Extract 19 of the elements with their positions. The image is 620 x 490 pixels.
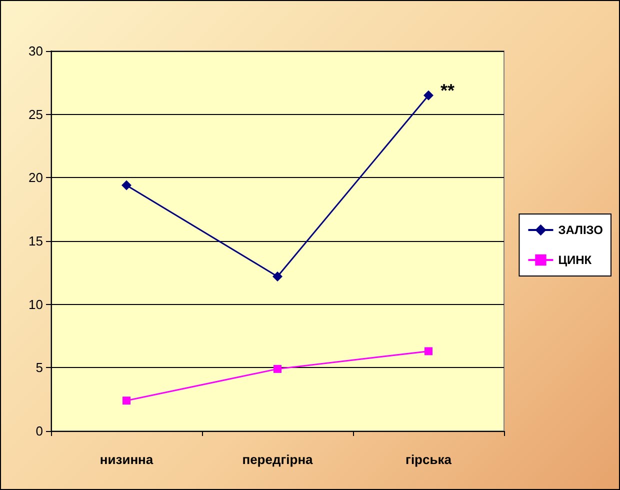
point [122, 180, 132, 190]
point [424, 90, 434, 100]
y-tick-label: 10 [28, 296, 43, 312]
annotation: ** [440, 80, 455, 100]
point [272, 271, 282, 282]
x-tick-label: передгірна [242, 452, 314, 467]
y-tick-label: 25 [28, 106, 43, 122]
point [122, 396, 130, 405]
y-tick-label: 30 [28, 44, 43, 58]
y-tick-label: 0 [36, 424, 43, 438]
x-tick-label: низинна [100, 452, 154, 467]
y-tick-label: 15 [28, 234, 43, 248]
legend-label: ЦИНК [558, 253, 592, 267]
x-tick-label: гірська [406, 452, 452, 467]
point [274, 364, 282, 373]
legend-label: ЗАЛІЗО [558, 223, 604, 237]
point [424, 347, 432, 356]
y-tick-label: 5 [36, 360, 43, 376]
y-tick-label: 20 [28, 170, 43, 186]
